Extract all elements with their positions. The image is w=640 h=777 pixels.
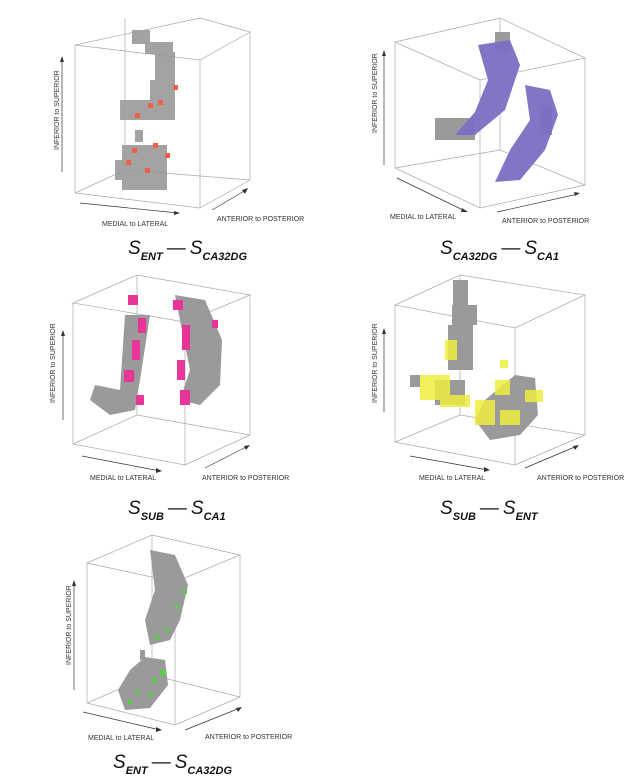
panel-caption: SENT — SCA32DG <box>128 238 247 263</box>
3d-voxel-plot <box>382 274 587 472</box>
axis-label-vertical: INFERIOR to SUPERIOR <box>50 323 57 403</box>
axis-label-depth: ANTERIOR to POSTERIOR <box>205 734 293 741</box>
panel-caption: SSUB — SCA1 <box>128 498 226 523</box>
axis-label-depth: ANTERIOR to POSTERIOR <box>537 475 625 482</box>
3d-voxel-plot <box>72 534 242 732</box>
axis-label-vertical: INFERIOR to SUPERIOR <box>372 323 379 403</box>
axis-label-horizontal: MEDIAL to LATERAL <box>102 221 169 228</box>
panel-ca32dg-ca1: INFERIOR to SUPERIOR MEDIAL to LATERAL A… <box>360 0 640 270</box>
panel-caption: SCA32DG — SCA1 <box>440 238 560 263</box>
axis-label-horizontal: MEDIAL to LATERAL <box>419 475 486 482</box>
axis-label-horizontal: MEDIAL to LATERAL <box>390 214 457 221</box>
panel-caption: SENT — SCA32DG <box>113 752 232 777</box>
axis-label-vertical: INFERIOR to SUPERIOR <box>66 585 73 665</box>
3d-voxel-plot <box>60 17 251 215</box>
axis-label-horizontal: MEDIAL to LATERAL <box>88 735 155 742</box>
3d-voxel-plot <box>61 274 252 473</box>
panel-ent-ca32dg-bottom: INFERIOR to SUPERIOR MEDIAL to LATERAL A… <box>40 520 340 777</box>
axis-label-vertical: INFERIOR to SUPERIOR <box>372 53 379 133</box>
panel-ent-ca32dg-top: INFERIOR to SUPERIOR MEDIAL to LATERAL A… <box>40 0 340 270</box>
axis-label-depth: ANTERIOR to POSTERIOR <box>202 475 290 482</box>
axis-label-vertical: INFERIOR to SUPERIOR <box>54 70 61 150</box>
axis-label-depth: ANTERIOR to POSTERIOR <box>217 216 305 223</box>
3d-voxel-plot <box>382 17 587 213</box>
panel-sub-ent: INFERIOR to SUPERIOR MEDIAL to LATERAL A… <box>360 270 640 530</box>
axis-label-horizontal: MEDIAL to LATERAL <box>90 475 157 482</box>
axis-label-depth: ANTERIOR to POSTERIOR <box>502 218 590 225</box>
panel-sub-ca1: INFERIOR to SUPERIOR MEDIAL to LATERAL A… <box>40 270 340 530</box>
panel-caption: SSUB — SENT <box>440 498 538 523</box>
